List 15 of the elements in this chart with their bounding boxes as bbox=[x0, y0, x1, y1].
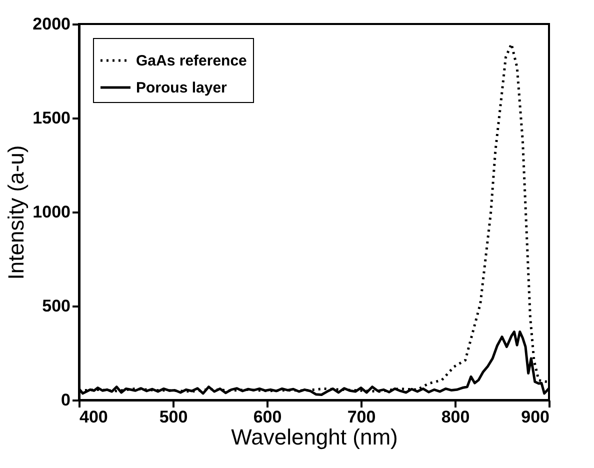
x-axis-title: Wavelenght (nm) bbox=[231, 424, 398, 450]
x-tick-label: 900 bbox=[521, 408, 550, 426]
x-tick-label: 400 bbox=[80, 408, 108, 426]
x-tick-label: 500 bbox=[159, 408, 188, 426]
y-tick-label: 500 bbox=[42, 296, 70, 316]
legend-label: GaAs reference bbox=[136, 52, 247, 70]
x-tick-label: 800 bbox=[441, 408, 470, 426]
legend-label: Porous layer bbox=[136, 80, 228, 96]
y-tick-label: 1500 bbox=[32, 108, 70, 128]
y-tick-label: 1000 bbox=[32, 202, 70, 222]
x-tick-label: 600 bbox=[253, 408, 282, 426]
y-tick-label: 2000 bbox=[32, 14, 70, 34]
y-tick-label: 0 bbox=[61, 390, 70, 410]
x-tick-label: 700 bbox=[347, 408, 376, 426]
y-axis-title: Intensity (a-u) bbox=[4, 145, 29, 280]
